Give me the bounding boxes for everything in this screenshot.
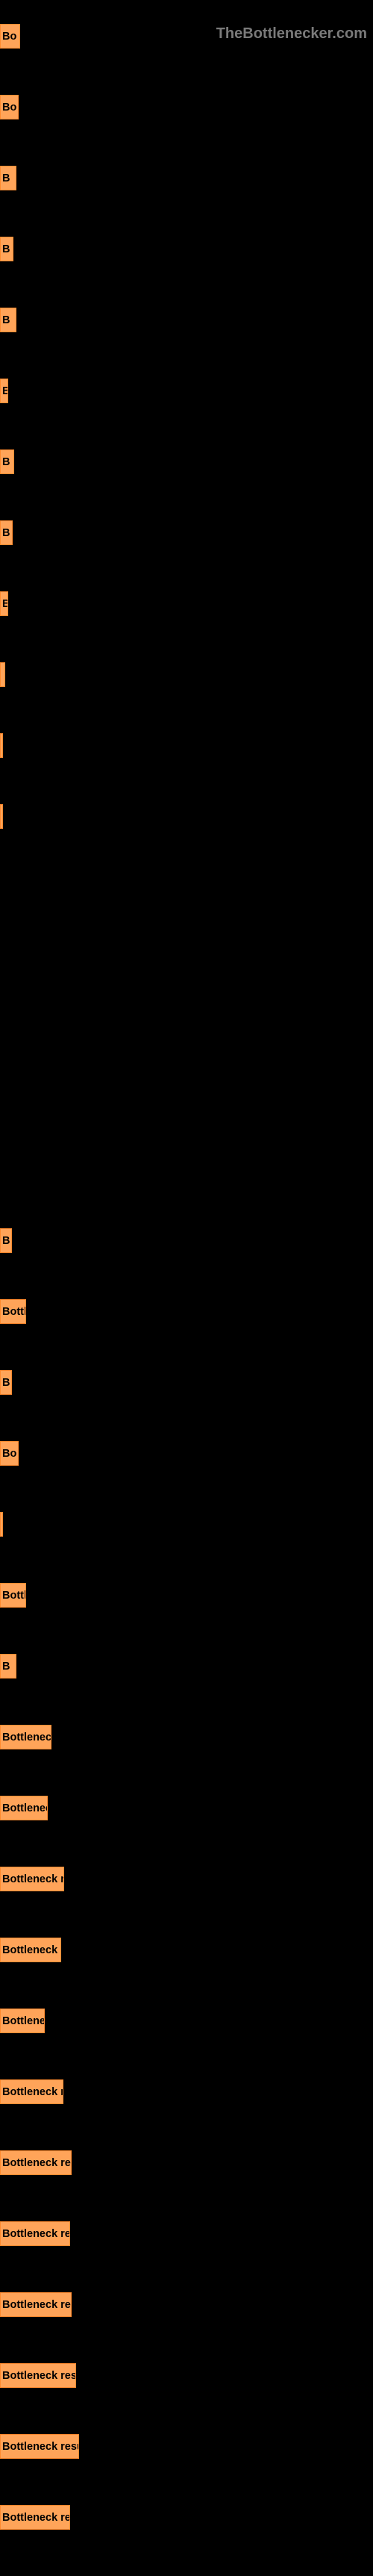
bar-row: Bottleneck xyxy=(0,1796,373,1820)
bar-row: Bottlene xyxy=(0,2009,373,2033)
bar: Bottleneck resu xyxy=(0,2292,72,2317)
bar-row xyxy=(0,662,373,687)
bar-row: Bottl xyxy=(0,1583,373,1608)
bar xyxy=(0,733,3,758)
bar-row xyxy=(0,733,373,758)
bar: Bo xyxy=(0,24,20,49)
bar-label: B xyxy=(2,1235,10,1247)
bar-label: B xyxy=(2,598,8,610)
bar-label: B xyxy=(2,456,10,468)
bar-label: Bottleneck re xyxy=(2,1873,64,1885)
bar-row: Bottleneck re xyxy=(0,1867,373,1891)
bar-label: B xyxy=(2,172,10,184)
bar: Bottlene xyxy=(0,2009,45,2033)
bar xyxy=(0,1512,3,1537)
bar-label: B xyxy=(2,385,8,397)
bar-row: Bottleneck result xyxy=(0,2434,373,2459)
bar-label: B xyxy=(2,1377,10,1389)
bar-label: Bottleneck resu xyxy=(2,2299,72,2311)
bar xyxy=(0,662,5,687)
bar-row: Bo xyxy=(0,1441,373,1466)
bar: B xyxy=(0,166,16,190)
bar-row: Bottleneck r xyxy=(0,1938,373,1962)
bar-label: Bo xyxy=(2,1448,16,1460)
bar-label: B xyxy=(2,1661,10,1673)
bar: Bottleneck xyxy=(0,1796,48,1820)
bar-row: Bottleneck resul xyxy=(0,2363,373,2388)
bar: Bottleneck res xyxy=(0,2505,70,2530)
bar-row: B xyxy=(0,1228,373,1253)
bar: Bottleneck xyxy=(0,1725,51,1749)
bar-label: Bottlene xyxy=(2,2015,45,2027)
bar: B xyxy=(0,449,14,474)
bar-row: Bo xyxy=(0,95,373,119)
bar: Bottleneck re xyxy=(0,1867,64,1891)
bar: Bottleneck result xyxy=(0,2434,79,2459)
bar-label: Bottleneck xyxy=(2,1802,48,1814)
bar-row xyxy=(0,804,373,829)
bar-label: Bottleneck result xyxy=(2,2441,79,2453)
bar-row: Bottleneck res xyxy=(0,2221,373,2246)
bar-row: B xyxy=(0,520,373,545)
bar: Bo xyxy=(0,95,19,119)
bar: Bottl xyxy=(0,1583,26,1608)
bar-row: B xyxy=(0,591,373,616)
bar-label: Bottleneck xyxy=(2,1732,51,1743)
bar-row: B xyxy=(0,237,373,261)
bar: B xyxy=(0,1228,12,1253)
bar-row: Bottleneck re xyxy=(0,2079,373,2104)
bar-label: Bottleneck resul xyxy=(2,2370,76,2382)
bar-label: Bottl xyxy=(2,1306,26,1318)
bar-row: B xyxy=(0,308,373,332)
bar-row: B xyxy=(0,379,373,403)
bar: B xyxy=(0,591,8,616)
bar: Bottl xyxy=(0,1299,26,1324)
bar: B xyxy=(0,308,16,332)
bar: Bo xyxy=(0,1441,19,1466)
bar: B xyxy=(0,1654,16,1679)
bar: B xyxy=(0,379,8,403)
bar-row: Bottl xyxy=(0,1299,373,1324)
bar-chart: Bo Bo B B B B B B B B Bottl B Bo Bottl B Bottleneck Bott… xyxy=(0,24,373,2530)
bar: B xyxy=(0,520,13,545)
bar: B xyxy=(0,237,13,261)
bar-row: B xyxy=(0,1654,373,1679)
bar-label: Bo xyxy=(2,31,16,43)
bar: Bottleneck res xyxy=(0,2221,70,2246)
bar-row: Bottleneck resu xyxy=(0,2150,373,2175)
bar-label: Bottl xyxy=(2,1590,26,1602)
bar-label: Bottleneck resu xyxy=(2,2157,72,2169)
bar-row: B xyxy=(0,166,373,190)
bar-label: Bottleneck r xyxy=(2,1944,61,1956)
bar-row: B xyxy=(0,449,373,474)
bar-label: B xyxy=(2,314,10,326)
bar-label: Bottleneck re xyxy=(2,2086,63,2098)
bar: Bottleneck r xyxy=(0,1938,61,1962)
bar: B xyxy=(0,1370,12,1395)
bar: Bottleneck resu xyxy=(0,2150,72,2175)
bar: Bottleneck resul xyxy=(0,2363,76,2388)
bar-row: Bottleneck res xyxy=(0,2505,373,2530)
bar: Bottleneck re xyxy=(0,2079,63,2104)
bar-label: B xyxy=(2,527,10,539)
bar-row: Bottleneck resu xyxy=(0,2292,373,2317)
bar-label: B xyxy=(2,243,10,255)
bar-label: Bottleneck res xyxy=(2,2228,70,2240)
bar-row: Bottleneck xyxy=(0,1725,373,1749)
bar xyxy=(0,804,3,829)
bar-row xyxy=(0,1512,373,1537)
bar-row: B xyxy=(0,1370,373,1395)
bar-label: Bo xyxy=(2,102,16,113)
bar-row: Bo xyxy=(0,24,373,49)
bar-label: Bottleneck res xyxy=(2,2512,70,2524)
